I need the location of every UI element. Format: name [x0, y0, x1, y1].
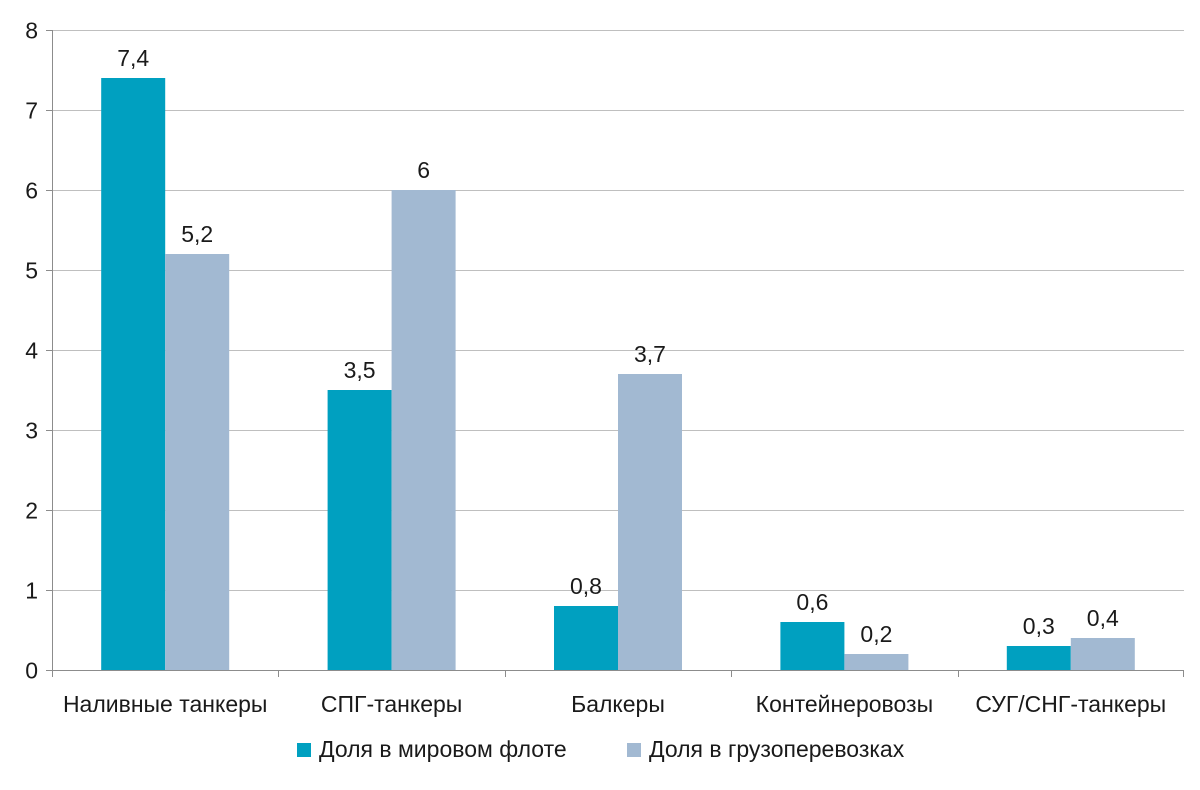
- x-category-label: Контейнеровозы: [756, 691, 933, 717]
- x-category-label: Балкеры: [571, 691, 665, 717]
- bar: [165, 254, 230, 670]
- x-category-label: Наливные танкеры: [63, 691, 268, 717]
- bar: [844, 654, 909, 670]
- legend: Доля в мировом флоте Доля в грузоперевозк…: [297, 736, 905, 762]
- y-tick-label: 7: [25, 98, 38, 124]
- data-label: 3,5: [344, 357, 376, 383]
- y-tick-label: 5: [25, 258, 38, 284]
- legend-swatch: [297, 743, 311, 757]
- bar: [101, 78, 166, 670]
- y-axis: 0 1 2 3 4 5 6 7 8: [25, 18, 53, 684]
- bar: [1070, 638, 1135, 670]
- bar: [618, 374, 682, 670]
- y-tick-label: 8: [25, 18, 38, 44]
- data-label: 0,8: [570, 573, 602, 599]
- data-label: 5,2: [181, 221, 213, 247]
- bar: [327, 390, 392, 670]
- y-tick-label: 2: [25, 498, 38, 524]
- y-tick-label: 1: [25, 578, 38, 604]
- data-label: 3,7: [634, 341, 666, 367]
- legend-label: Доля в грузоперевозках: [649, 736, 905, 762]
- bars: [101, 78, 1135, 670]
- data-label: 0,4: [1087, 605, 1119, 631]
- data-label: 0,3: [1023, 613, 1055, 639]
- data-label: 0,2: [860, 621, 892, 647]
- data-label: 0,6: [796, 589, 828, 615]
- data-labels: 7,4 5,2 3,5 6 0,8 3,7 0,6 0,2 0,3 0,4: [117, 45, 1119, 647]
- legend-label: Доля в мировом флоте: [319, 736, 567, 762]
- y-tick-label: 6: [25, 178, 38, 204]
- bar: [391, 190, 456, 670]
- y-tick-label: 0: [25, 658, 38, 684]
- bar: [554, 606, 618, 670]
- bar: [780, 622, 845, 670]
- x-category-label: СУГ/СНГ-танкеры: [975, 691, 1166, 717]
- x-category-label: СПГ-танкеры: [321, 691, 462, 717]
- data-label: 7,4: [117, 45, 149, 71]
- x-axis: Наливные танкеры СПГ-танкеры Балкеры Контей…: [52, 670, 1184, 717]
- y-tick-label: 4: [25, 338, 38, 364]
- data-label: 6: [417, 157, 430, 183]
- legend-swatch: [627, 743, 641, 757]
- y-tick-label: 3: [25, 418, 38, 444]
- bar: [1006, 646, 1071, 670]
